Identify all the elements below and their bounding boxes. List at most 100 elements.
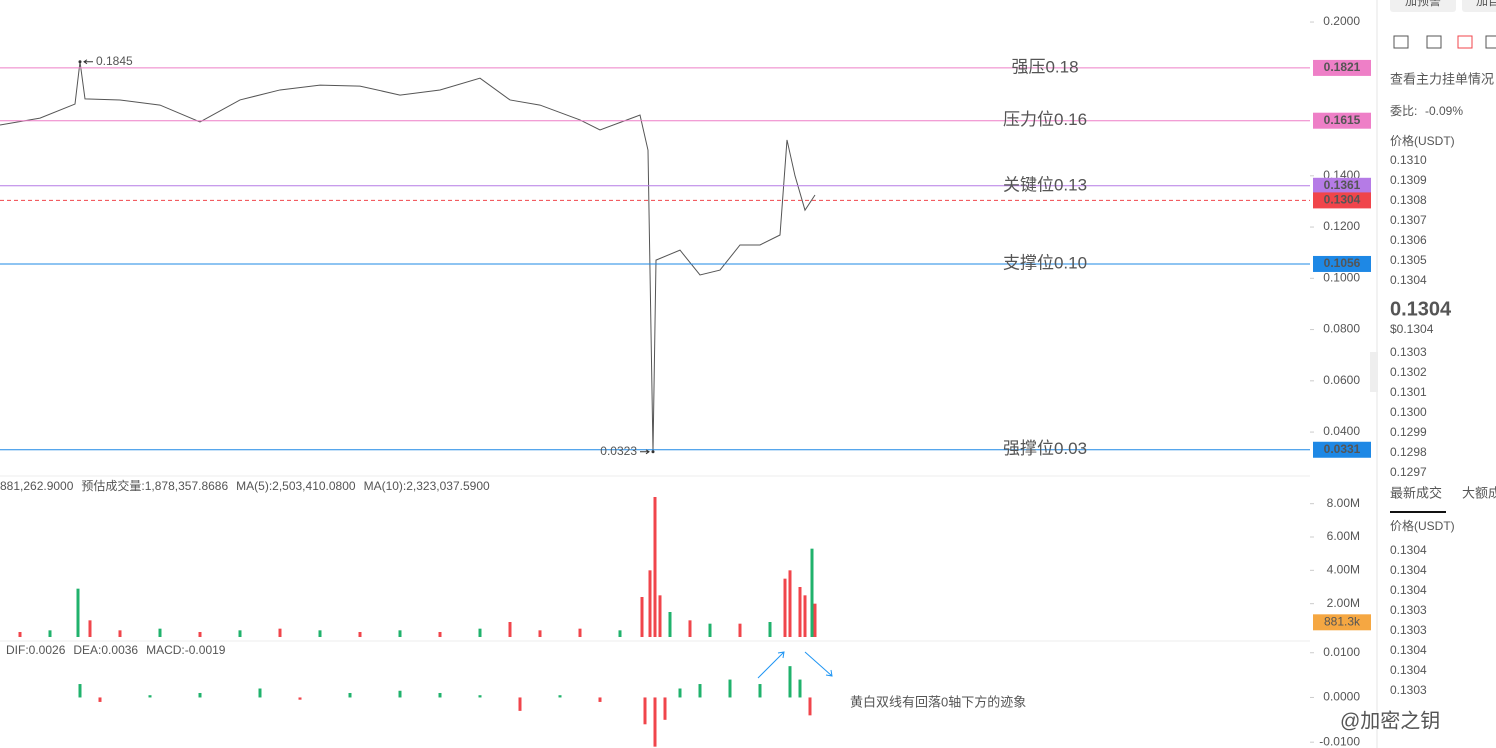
bar	[728, 679, 732, 698]
level-tag-label: 0.0331	[1324, 442, 1361, 456]
level-text: 强压0.18	[1011, 57, 1078, 76]
y-tick-label: 0.0100	[1323, 645, 1360, 659]
trade-price: 0.1304	[1390, 563, 1427, 577]
bar	[18, 632, 22, 637]
legend-text: MACD:-0.0019	[146, 643, 226, 657]
level-tag-label: 0.1056	[1324, 256, 1361, 270]
legend-text: 881,262.9000	[0, 479, 74, 493]
bar	[698, 684, 702, 698]
trade-price: 0.1303	[1390, 623, 1427, 637]
tab[interactable]: 最新成交	[1390, 485, 1442, 500]
last-price-usd: $0.1304	[1390, 322, 1434, 336]
y-tick-label: 4.00M	[1327, 563, 1360, 577]
trade-price: 0.1304	[1390, 583, 1427, 597]
bar	[318, 630, 322, 637]
ask-price: 0.1309	[1390, 173, 1427, 187]
legend-text: 预估成交量:1,878,357.8686	[81, 478, 228, 493]
bar	[783, 578, 787, 637]
bid-price: 0.1297	[1390, 465, 1427, 479]
button[interactable]	[1462, 0, 1496, 12]
annotation-label: 0.0323	[600, 444, 637, 458]
ask-price: 0.1304	[1390, 273, 1427, 287]
icon[interactable]	[1485, 35, 1496, 49]
view-icons	[1393, 35, 1496, 49]
button-label[interactable]: 加自	[1476, 0, 1496, 8]
bar	[258, 688, 262, 698]
trade-price: 0.1304	[1390, 543, 1427, 557]
trade-price: 0.1304	[1390, 663, 1427, 677]
bar	[358, 632, 362, 637]
y-tick-label: 6.00M	[1327, 529, 1360, 543]
collapse-handle[interactable]	[1370, 352, 1378, 392]
y-tick-label: 0.0800	[1323, 322, 1360, 336]
legend-text: DIF:0.0026	[6, 643, 66, 657]
bar	[798, 587, 802, 637]
bid-price: 0.1301	[1390, 385, 1427, 399]
price-header: 价格(USDT)	[1390, 133, 1455, 148]
bar	[658, 595, 662, 637]
level-tag	[1313, 112, 1371, 129]
bar	[648, 570, 652, 637]
legend-text: MA(5):2,503,410.0800	[236, 479, 356, 493]
bar	[663, 697, 667, 720]
icon[interactable]	[1393, 35, 1409, 49]
y-tick-label: -0.0100	[1319, 734, 1360, 748]
ratio-value: -0.09%	[1425, 104, 1463, 118]
current-price-label: 0.1304	[1324, 193, 1361, 207]
bar	[158, 628, 162, 637]
bar	[76, 588, 80, 637]
current-price-tag	[1313, 192, 1371, 209]
ask-price: 0.1307	[1390, 213, 1427, 227]
icon[interactable]	[1457, 35, 1473, 49]
bar	[678, 688, 682, 698]
orderbook-link[interactable]: 查看主力挂单情况	[1390, 71, 1494, 86]
bar	[278, 628, 282, 637]
trade-price: 0.1303	[1390, 683, 1427, 697]
ask-price: 0.1308	[1390, 193, 1427, 207]
trade-price: 0.1304	[1390, 643, 1427, 657]
bar	[298, 697, 302, 700]
volume-tag	[1313, 614, 1371, 631]
button-label[interactable]: 加预警	[1405, 0, 1441, 8]
last-price: 0.1304	[1390, 298, 1452, 320]
tab[interactable]: 大额成	[1462, 485, 1496, 500]
bar	[558, 695, 562, 698]
icon[interactable]	[1426, 35, 1442, 49]
y-tick-label: 2.00M	[1327, 596, 1360, 610]
bar	[643, 697, 647, 725]
y-tick-label: 0.1200	[1323, 219, 1360, 233]
bar	[198, 692, 202, 698]
button[interactable]	[1390, 0, 1456, 12]
bar	[653, 697, 657, 747]
bar	[198, 632, 202, 637]
bar	[813, 603, 817, 637]
bar	[48, 630, 52, 637]
y-tick-label: 0.0400	[1323, 424, 1360, 438]
bar	[398, 630, 402, 637]
level-tag	[1313, 441, 1371, 458]
bar	[598, 697, 602, 702]
bar	[708, 623, 712, 637]
bar	[398, 690, 402, 698]
bar	[810, 548, 814, 637]
bid-price: 0.1298	[1390, 445, 1427, 459]
watermark: @加密之钥	[1340, 709, 1440, 732]
bar	[688, 620, 692, 637]
bar	[803, 595, 807, 637]
bar	[788, 666, 792, 698]
bid-price: 0.1303	[1390, 345, 1427, 359]
annotation-arrow	[83, 59, 93, 65]
bar	[578, 628, 582, 637]
bar	[118, 630, 122, 637]
bar	[438, 692, 442, 698]
bar	[668, 612, 672, 637]
bar	[348, 692, 352, 698]
ask-price: 0.1305	[1390, 253, 1427, 267]
level-tag-label: 0.1821	[1324, 60, 1361, 74]
ratio-label: 委比:	[1390, 104, 1417, 118]
annotation-text: 黄白双线有回落0轴下方的迹象	[850, 694, 1026, 709]
level-tag	[1313, 255, 1371, 272]
ask-price: 0.1306	[1390, 233, 1427, 247]
